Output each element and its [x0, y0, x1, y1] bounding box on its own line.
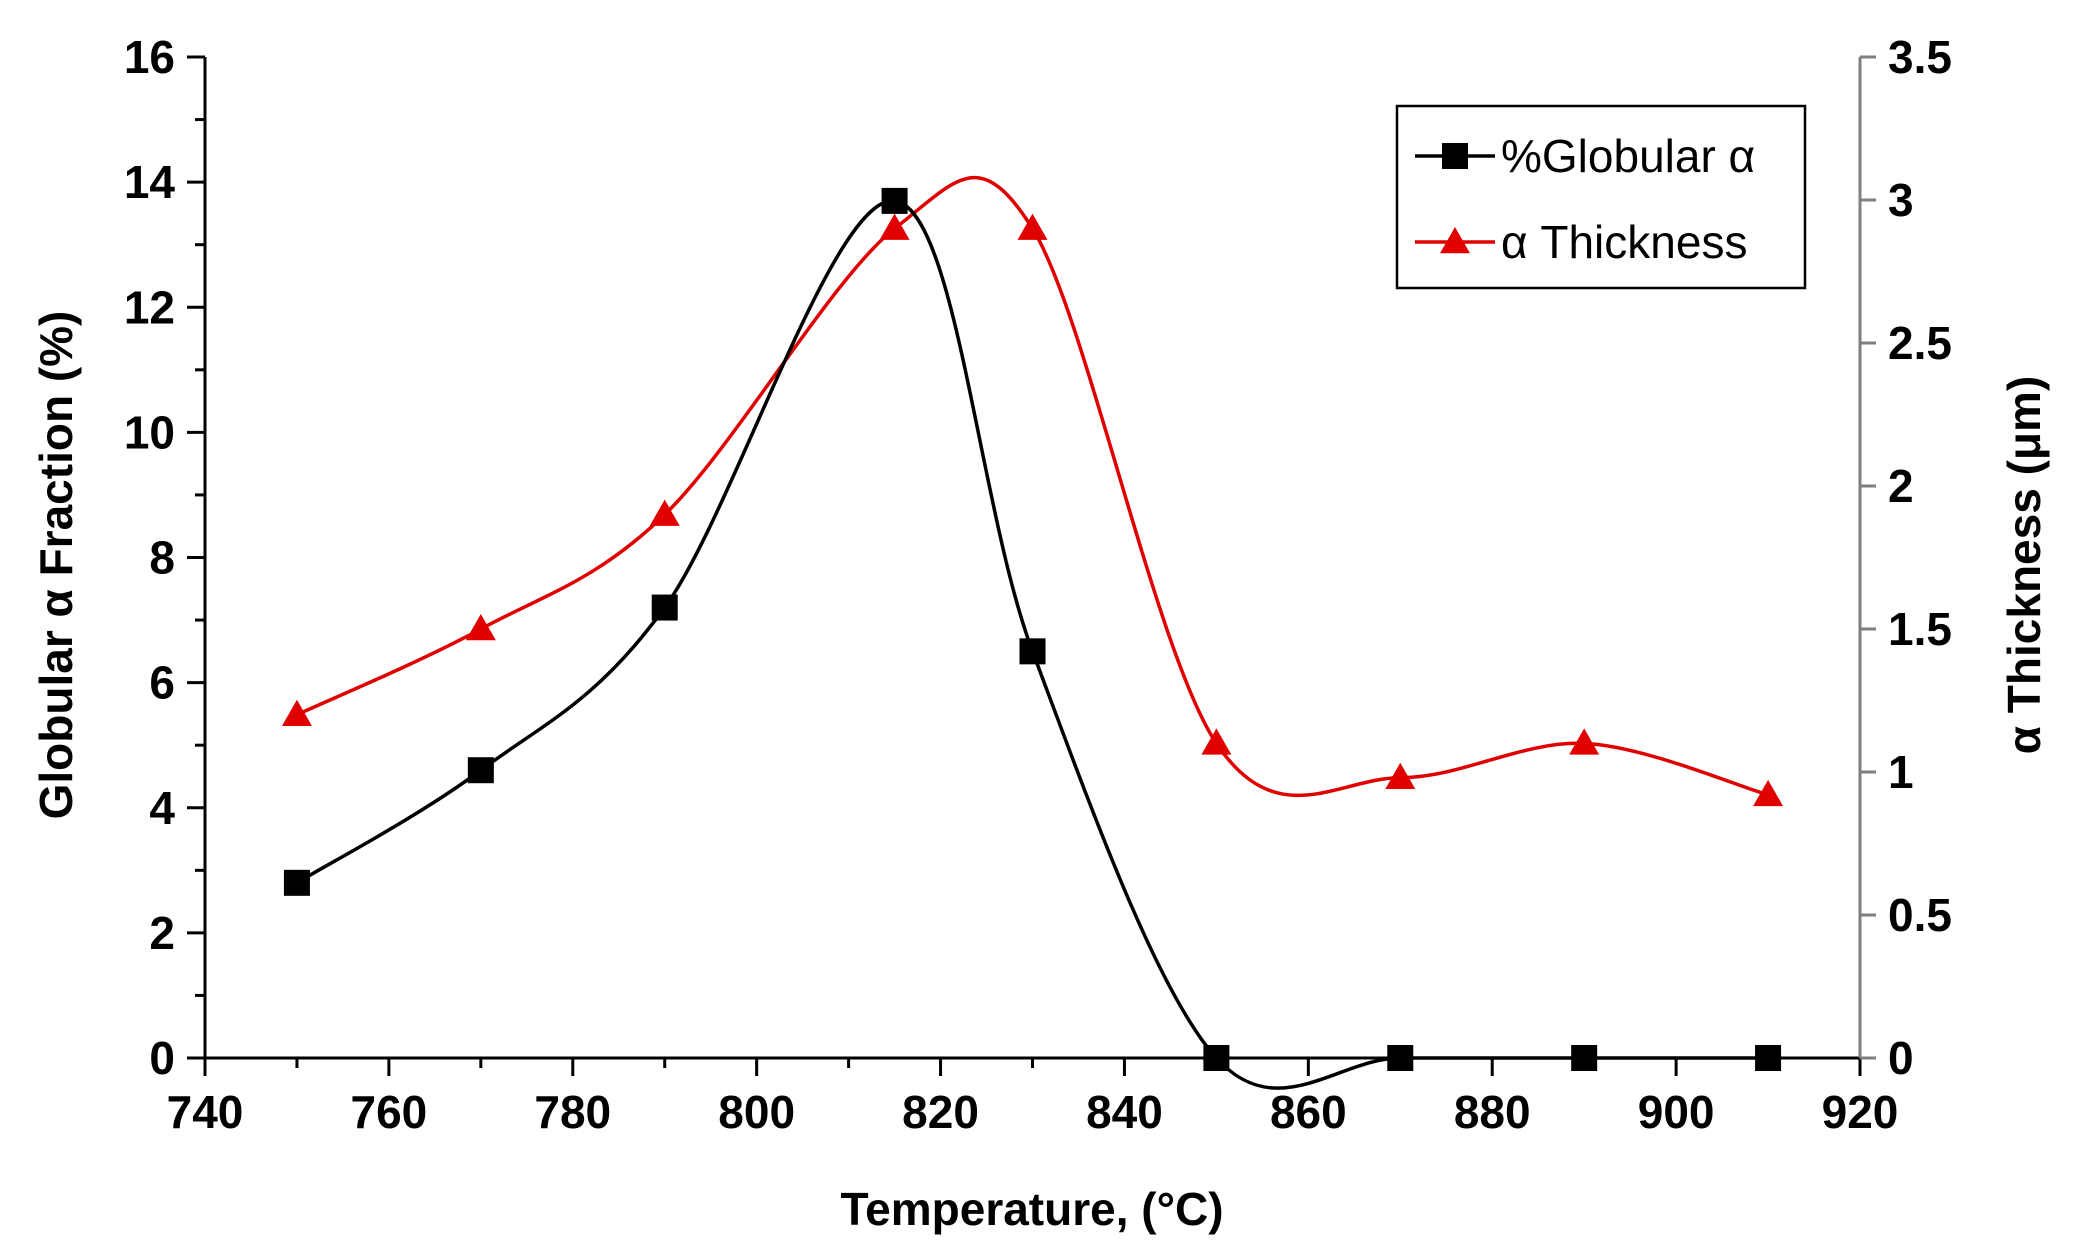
data-point-globular	[283, 869, 310, 896]
data-point-thickness	[1753, 779, 1784, 807]
y2-tick-label: 1.5	[1888, 603, 1952, 655]
legend-label-thickness: α Thickness	[1501, 216, 1747, 268]
axes: 740 760 780 800 820 840 860 880 900 9200246810121…	[124, 31, 1952, 1138]
y2-tick-label: 2	[1888, 460, 1914, 512]
data-point-thickness	[1569, 728, 1600, 755]
y-tick-label: 10	[124, 406, 175, 458]
y-tick-label: 2	[149, 907, 175, 959]
data-point-globular	[1387, 1045, 1414, 1071]
y-tick-label: 16	[124, 31, 175, 83]
y2-tick-label: 3	[1888, 174, 1914, 226]
y-axis-title: Globular α Fraction (%)	[30, 311, 82, 820]
data-point-globular	[1203, 1045, 1230, 1071]
legend: %Globular α α Thickness	[1395, 104, 1807, 290]
x-tick-label: 780	[534, 1086, 611, 1138]
data-point-thickness	[465, 614, 496, 641]
legend-box	[1395, 104, 1807, 290]
x-tick-label: 900	[1638, 1086, 1715, 1138]
x-tick-label: 820	[902, 1086, 979, 1138]
data-point-globular	[1755, 1045, 1782, 1071]
y-tick-label: 8	[149, 532, 175, 584]
x-tick-label: 800	[718, 1086, 795, 1138]
y2-tick-label: 0	[1888, 1032, 1914, 1084]
x-tick-label: 740	[167, 1086, 244, 1138]
y2-axis-title: α Thickness (μm)	[1998, 376, 2050, 755]
data-point-thickness	[1201, 728, 1232, 755]
y2-tick-label: 0.5	[1888, 889, 1952, 941]
legend-marker-globular	[1442, 143, 1468, 169]
series-thickness	[281, 176, 1784, 807]
y2-tick-label: 3.5	[1888, 31, 1952, 83]
data-point-globular	[881, 187, 908, 214]
y-tick-label: 4	[149, 782, 175, 834]
series-layer	[281, 176, 1784, 1090]
x-tick-label: 860	[1270, 1086, 1347, 1138]
data-point-thickness	[1385, 762, 1416, 789]
data-point-globular	[1571, 1045, 1598, 1071]
data-point-thickness	[649, 499, 680, 526]
x-tick-label: 760	[351, 1086, 428, 1138]
data-point-thickness	[879, 213, 910, 240]
data-point-globular	[651, 594, 678, 621]
x-tick-label: 840	[1086, 1086, 1163, 1138]
y2-tick-label: 2.5	[1888, 317, 1952, 369]
data-point-thickness	[281, 699, 312, 727]
legend-label-globular: %Globular α	[1501, 130, 1755, 182]
data-point-thickness	[1017, 213, 1048, 240]
y-tick-label: 0	[149, 1032, 175, 1084]
x-tick-label: 880	[1454, 1086, 1531, 1138]
x-tick-label: 920	[1822, 1086, 1899, 1138]
data-point-globular	[1019, 638, 1046, 665]
data-point-globular	[467, 757, 494, 784]
legend-marker-thickness	[1440, 227, 1470, 254]
series-line-globular	[296, 199, 1769, 1090]
y2-tick-label: 1	[1888, 746, 1914, 798]
series-globular	[283, 187, 1782, 1090]
y-tick-label: 12	[124, 281, 175, 333]
y-tick-label: 6	[149, 657, 175, 709]
x-axis-title: Temperature, (°C)	[840, 1183, 1223, 1235]
y-tick-label: 14	[124, 156, 176, 208]
